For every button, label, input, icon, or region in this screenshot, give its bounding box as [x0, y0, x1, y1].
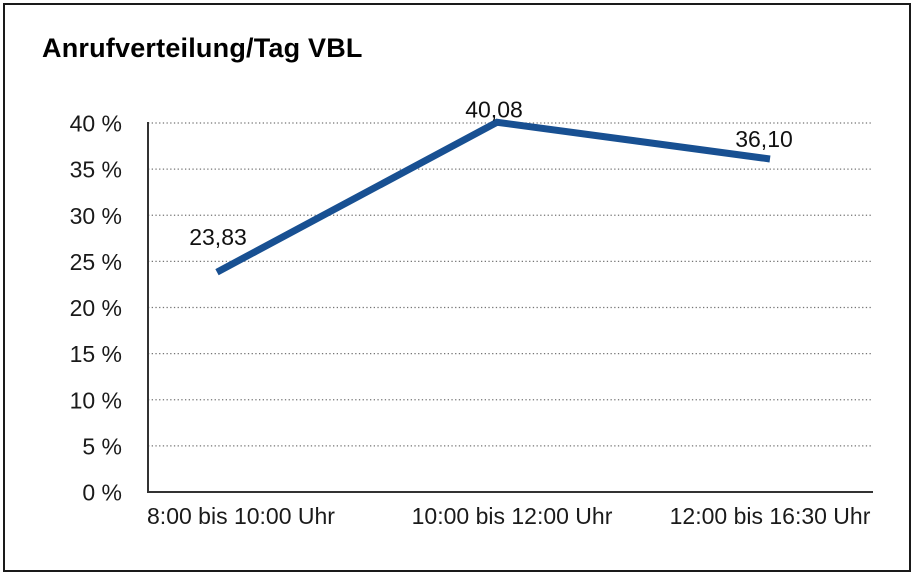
- y-tick-label: 10 %: [70, 387, 122, 413]
- y-tick-label: 40 %: [70, 111, 122, 137]
- y-tick-label: 20 %: [70, 295, 122, 321]
- y-tick-label: 5 %: [82, 433, 122, 459]
- chart-frame: [3, 3, 911, 572]
- y-tick-label: 15 %: [70, 341, 122, 367]
- data-point-label: 23,83: [189, 224, 247, 250]
- data-point-label: 40,08: [465, 96, 523, 122]
- x-tick-label: 8:00 bis 10:00 Uhr: [147, 503, 335, 529]
- data-point-label: 36,10: [735, 126, 793, 152]
- y-tick-label: 0 %: [82, 480, 122, 506]
- chart-title: Anrufverteilung/Tag VBL: [42, 33, 363, 63]
- data-line: [215, 118, 771, 276]
- y-tick-label: 35 %: [70, 157, 122, 183]
- x-tick-label: 10:00 bis 12:00 Uhr: [412, 503, 613, 529]
- y-tick-label: 30 %: [70, 203, 122, 229]
- y-tick-label: 25 %: [70, 249, 122, 275]
- x-tick-label: 12:00 bis 16:30 Uhr: [670, 503, 871, 529]
